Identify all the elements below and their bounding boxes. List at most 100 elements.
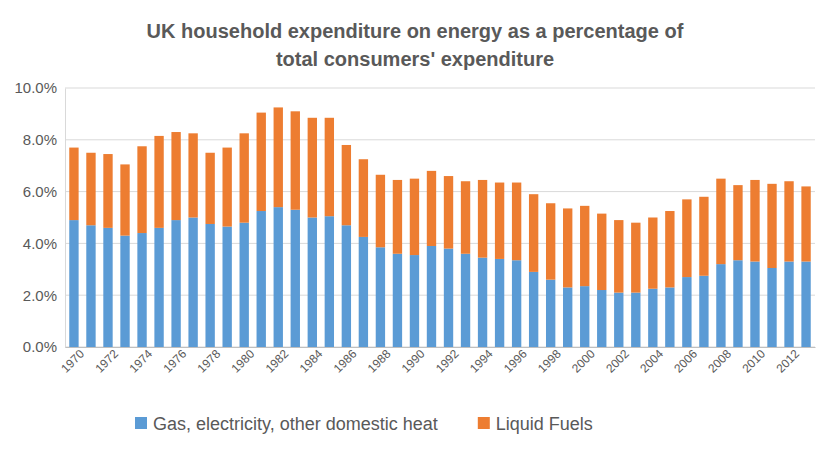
x-tick: 1990 [399,347,428,376]
y-tick-label: 10.0% [14,79,57,96]
x-tick-label: 1990 [399,347,428,376]
bar [784,181,793,261]
bar [699,276,708,347]
series [69,107,810,292]
x-tick: 2006 [671,347,700,376]
x-tick-label: 2002 [603,347,632,376]
title: UK household expenditure on energy as a … [147,20,684,70]
x-tick: 1972 [92,347,121,376]
x-tick-label: 1984 [297,347,326,376]
x-tick: 2004 [637,347,666,376]
x-tick: 1998 [535,347,564,376]
bar [461,181,470,254]
x-tick: 2008 [705,347,734,376]
x-tick: 1976 [160,347,189,376]
bar [682,199,691,277]
bar [103,228,112,347]
legend-label: Liquid Fuels [496,414,593,434]
bar [784,262,793,347]
x-axis: 1970197219741976197819801982198419861988… [58,347,815,376]
x-tick-label: 1972 [92,347,121,376]
legend: Gas, electricity, other domestic heatLiq… [135,414,593,434]
bar [750,180,759,262]
x-tick-label: 1996 [501,347,530,376]
plot: 0.0%2.0%4.0%6.0%8.0%10.0%197019721974197… [14,79,815,375]
bar [580,206,589,286]
bar [274,207,283,347]
bar [682,277,691,347]
bar [359,237,368,347]
bar [427,246,436,347]
y-tick: 2.0% [23,287,65,304]
x-tick-label: 2006 [671,347,700,376]
y-tick: 6.0% [23,183,65,200]
bar [478,180,487,258]
bar [648,289,657,347]
bar [410,255,419,347]
x-tick-label: 1970 [58,347,87,376]
bar [257,211,266,347]
bar [801,262,810,347]
y-axis: 0.0% 2.0% 4.0% 6.0% 8.0% 10.0% [14,79,65,355]
y-tick-label: 4.0% [23,235,57,252]
bar [478,258,487,347]
bar [205,224,214,347]
bar [716,179,725,264]
bar [648,218,657,289]
bar [376,247,385,347]
bar [563,208,572,287]
legend-swatch [478,417,490,429]
bar [529,194,538,272]
bar [495,259,504,347]
bar [325,216,334,347]
bar [393,254,402,347]
bar [205,153,214,224]
bar [376,175,385,248]
x-tick: 1992 [433,347,462,376]
x-tick: 2000 [569,347,598,376]
bar [308,118,317,218]
bar [188,218,197,348]
bar [240,133,249,222]
bar [120,236,129,347]
bar [222,227,231,347]
x-tick-label: 1978 [195,347,224,376]
bar [342,225,351,347]
bar [699,197,708,276]
bar [546,203,555,279]
x-tick: 1970 [58,347,87,376]
bar [801,186,810,261]
bar [154,228,163,347]
bar [222,148,231,227]
x-tick-label: 1980 [229,347,258,376]
x-tick-label: 2004 [637,347,666,376]
bar [171,220,180,347]
bar [154,136,163,228]
bar [546,280,555,347]
x-tick-label: 2012 [773,347,802,376]
bar [257,113,266,211]
x-tick-label: 1986 [331,347,360,376]
chart: UK household expenditure on energy as a … [0,0,830,450]
bar [359,159,368,237]
bars [69,107,810,347]
legend-swatch [135,417,147,429]
bar [631,223,640,293]
x-tick-label: 2008 [705,347,734,376]
x-tick-label: 1974 [126,347,155,376]
bar [137,233,146,347]
bar [631,293,640,347]
x-tick-label: 1992 [433,347,462,376]
bar [597,214,606,290]
bar [767,268,776,347]
legend-item: Liquid Fuels [478,414,593,434]
y-tick: 0.0% [23,338,65,355]
x-tick: 1984 [297,347,326,376]
y-tick: 10.0% [14,79,65,96]
x-tick-label: 1994 [467,347,496,376]
bar [563,287,572,347]
bar [614,220,623,293]
bar [69,148,78,221]
y-tick-label: 8.0% [23,131,57,148]
bar [444,249,453,347]
